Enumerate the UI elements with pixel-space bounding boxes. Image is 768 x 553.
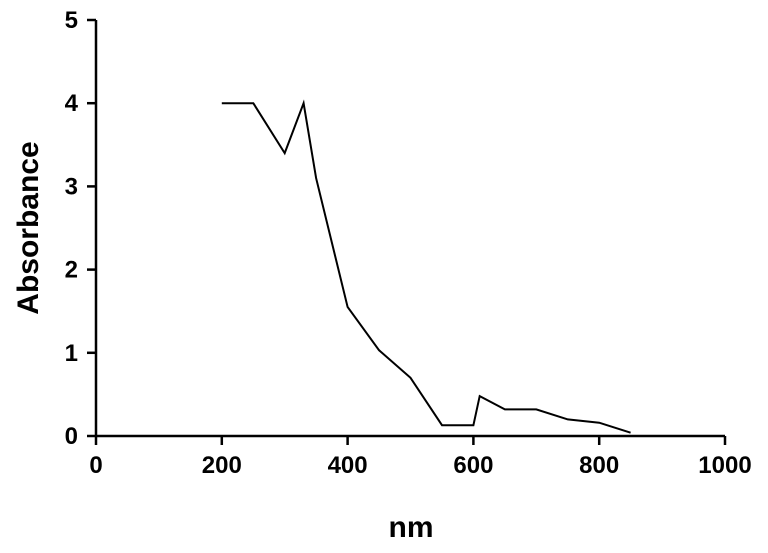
- ticks: 0 1 2 3 4 5 0 200 400 600 800 1000: [65, 7, 752, 479]
- y-tick-label: 1: [65, 340, 78, 367]
- y-tick-label: 3: [65, 173, 78, 200]
- x-tick-label: 400: [328, 452, 368, 479]
- y-axis-label: Absorbance: [12, 141, 45, 314]
- series-line-0: [221, 99, 631, 434]
- y-tick-label: 5: [65, 7, 78, 34]
- series-layer: [221, 99, 631, 434]
- y-tick-label: 4: [65, 90, 79, 117]
- y-tick-label: 2: [65, 257, 78, 284]
- x-tick-label: 1000: [698, 452, 751, 479]
- axes: [94, 20, 725, 438]
- x-tick-label: 200: [202, 452, 242, 479]
- x-axis-label: nm: [389, 511, 434, 544]
- x-tick-label: 0: [89, 452, 102, 479]
- y-tick-label: 0: [65, 423, 78, 450]
- x-tick-label: 600: [453, 452, 493, 479]
- x-tick-label: 800: [579, 452, 619, 479]
